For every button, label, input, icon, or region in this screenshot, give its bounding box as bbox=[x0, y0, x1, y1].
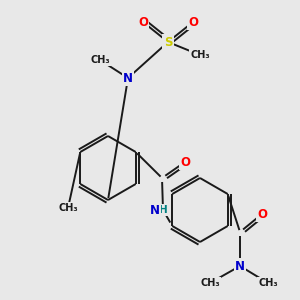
Text: O: O bbox=[138, 16, 148, 28]
Text: N: N bbox=[123, 71, 133, 85]
Text: CH₃: CH₃ bbox=[190, 50, 210, 60]
Text: H: H bbox=[159, 205, 167, 215]
Text: CH₃: CH₃ bbox=[90, 55, 110, 65]
Text: CH₃: CH₃ bbox=[200, 278, 220, 288]
Text: O: O bbox=[180, 155, 190, 169]
Text: CH₃: CH₃ bbox=[58, 203, 78, 213]
Text: O: O bbox=[257, 208, 267, 220]
Text: O: O bbox=[188, 16, 198, 28]
Text: CH₃: CH₃ bbox=[258, 278, 278, 288]
Text: S: S bbox=[164, 35, 172, 49]
Text: N: N bbox=[150, 203, 160, 217]
Text: N: N bbox=[235, 260, 245, 272]
